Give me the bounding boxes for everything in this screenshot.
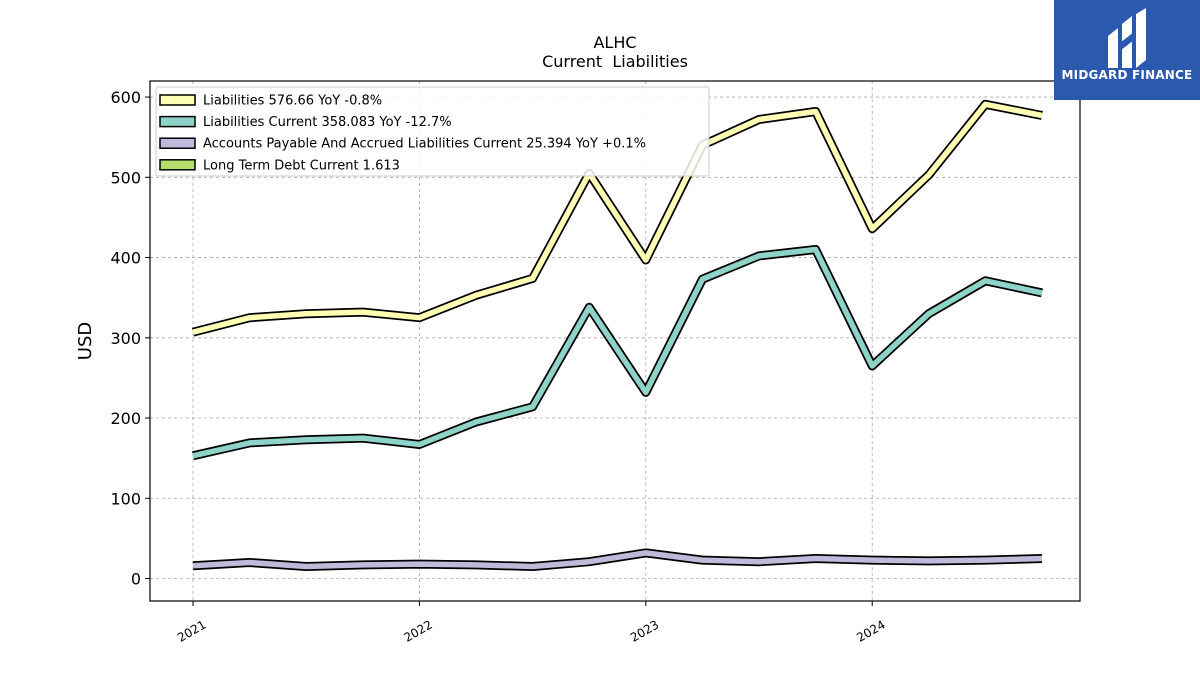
- legend-label: Long Term Debt Current 1.613: [203, 158, 400, 173]
- x-tick-label: 2021: [175, 617, 208, 644]
- series-layer: [191, 99, 1043, 571]
- chart-title: ALHC: [593, 33, 636, 52]
- legend: Liabilities 576.66 YoY -0.8% Liabilities …: [155, 86, 710, 177]
- legend-label: Liabilities Current 358.083 YoY -12.7%: [203, 115, 452, 130]
- midgard-logo-icon: [1108, 8, 1146, 68]
- x-tick-label: 2022: [401, 617, 434, 644]
- legend-label: Accounts Payable And Accrued Liabilities…: [203, 137, 646, 152]
- plot-frame: [149, 80, 1081, 602]
- y-tick-label: 600: [110, 88, 141, 107]
- y-tick-label: 200: [110, 409, 141, 428]
- series-line-liabilities: [192, 101, 1043, 335]
- x-axis-ticks: 2021 2022 2023 2024: [175, 601, 888, 645]
- brand-logo: MIDGARD FINANCE: [1054, 0, 1200, 100]
- y-axis-label: USD: [75, 322, 96, 360]
- series-line-accounts-payable-and-accrued-liabilities-current: [192, 550, 1043, 570]
- legend-label: Liabilities 576.66 YoY -0.8%: [203, 94, 382, 109]
- series-line-liabilities-current: [192, 246, 1043, 459]
- y-tick-label: 100: [110, 489, 141, 508]
- y-tick-label: 400: [110, 249, 141, 268]
- y-tick-label: 500: [110, 168, 141, 187]
- y-tick-label: 300: [110, 329, 141, 348]
- legend-swatch: [159, 94, 196, 106]
- legend-swatch: [159, 137, 196, 149]
- brand-name: MIDGARD FINANCE: [1061, 68, 1193, 82]
- y-tick-label: 0: [131, 570, 141, 589]
- legend-swatch: [159, 115, 196, 128]
- legend-frame: [155, 86, 710, 177]
- chart-subtitle: Current Liabilities: [542, 52, 688, 71]
- x-tick-label: 2024: [854, 617, 887, 644]
- y-axis-ticks: 0 100 200 300 400 500 600: [110, 88, 150, 589]
- legend-swatch: [159, 159, 196, 171]
- x-tick-label: 2023: [628, 617, 661, 644]
